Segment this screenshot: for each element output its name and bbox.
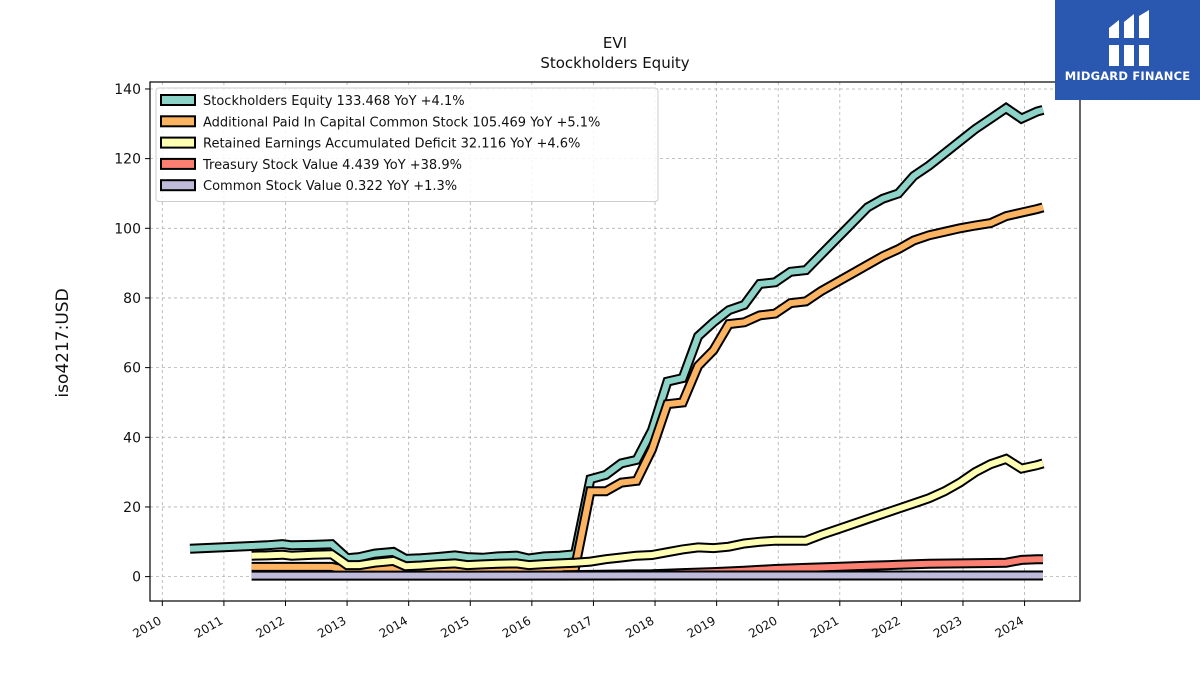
series-retained-earnings-accumulated-deficit: [251, 453, 1045, 572]
y-tick-label: 80: [123, 291, 141, 307]
x-tick-label: 2021: [808, 613, 841, 640]
y-tick-label: 120: [114, 152, 141, 168]
plot-area: [189, 102, 1045, 581]
x-tick-label: 2018: [623, 613, 656, 640]
legend-swatch: [160, 157, 196, 170]
x-tick-label: 2013: [315, 613, 348, 640]
series-line: [251, 455, 1044, 570]
x-tick-label: 2010: [130, 613, 163, 640]
x-tick-label: 2024: [993, 613, 1026, 640]
legend-swatch: [160, 179, 196, 192]
legend-label: Retained Earnings Accumulated Deficit 32…: [203, 137, 580, 152]
x-tick-label: 2015: [438, 613, 471, 640]
legend-label: Stockholders Equity 133.468 YoY +4.1%: [203, 94, 465, 109]
legend-swatch: [160, 115, 196, 128]
legend-label: Common Stock Value 0.322 YoY +1.3%: [203, 179, 457, 194]
x-tick-label: 2023: [931, 613, 964, 640]
x-tick-label: 2019: [685, 613, 718, 640]
legend-swatch: [160, 94, 196, 106]
series-stockholders-equity: [189, 102, 1045, 564]
legend-label: Treasury Stock Value 4.439 YoY +38.9%: [202, 158, 462, 173]
y-tick-label: 20: [123, 500, 141, 516]
y-tick-label: 140: [114, 82, 141, 98]
x-tick-label: 2014: [377, 613, 410, 640]
x-tick-label: 2020: [746, 613, 779, 640]
series-additional-paid-in-capital-common-stock: [251, 202, 1045, 576]
legend-swatch: [160, 136, 196, 149]
x-tick-label: 2022: [869, 613, 902, 640]
series-line: [251, 204, 1044, 574]
plot-frame: [149, 81, 1081, 602]
chart-subtitle: Stockholders Equity: [540, 54, 689, 72]
y-tick-label: 60: [123, 361, 141, 377]
brand-logo: MIDGARD FINANCE: [1055, 0, 1200, 100]
x-tick-label: 2017: [561, 613, 594, 640]
y-tick-label: 40: [123, 430, 141, 446]
brand-name: MIDGARD FINANCE: [1064, 69, 1191, 83]
legend-label: Additional Paid In Capital Common Stock …: [203, 115, 600, 130]
x-tick-label: 2011: [192, 613, 225, 640]
legend: Stockholders Equity 133.468 YoY +4.1% Add…: [155, 87, 659, 202]
x-tick-label: 2012: [254, 613, 287, 640]
logo-mark-icon: [1107, 10, 1151, 66]
chart-title: EVI: [603, 34, 627, 52]
x-tick-label: 2016: [500, 613, 533, 640]
series-outline: [251, 202, 1045, 576]
y-tick-label: 0: [132, 570, 141, 586]
y-tick-label: 100: [114, 221, 141, 237]
series-line: [189, 104, 1044, 562]
y-axis-label: iso4217:USD: [53, 288, 73, 397]
legend-box: [155, 87, 659, 202]
